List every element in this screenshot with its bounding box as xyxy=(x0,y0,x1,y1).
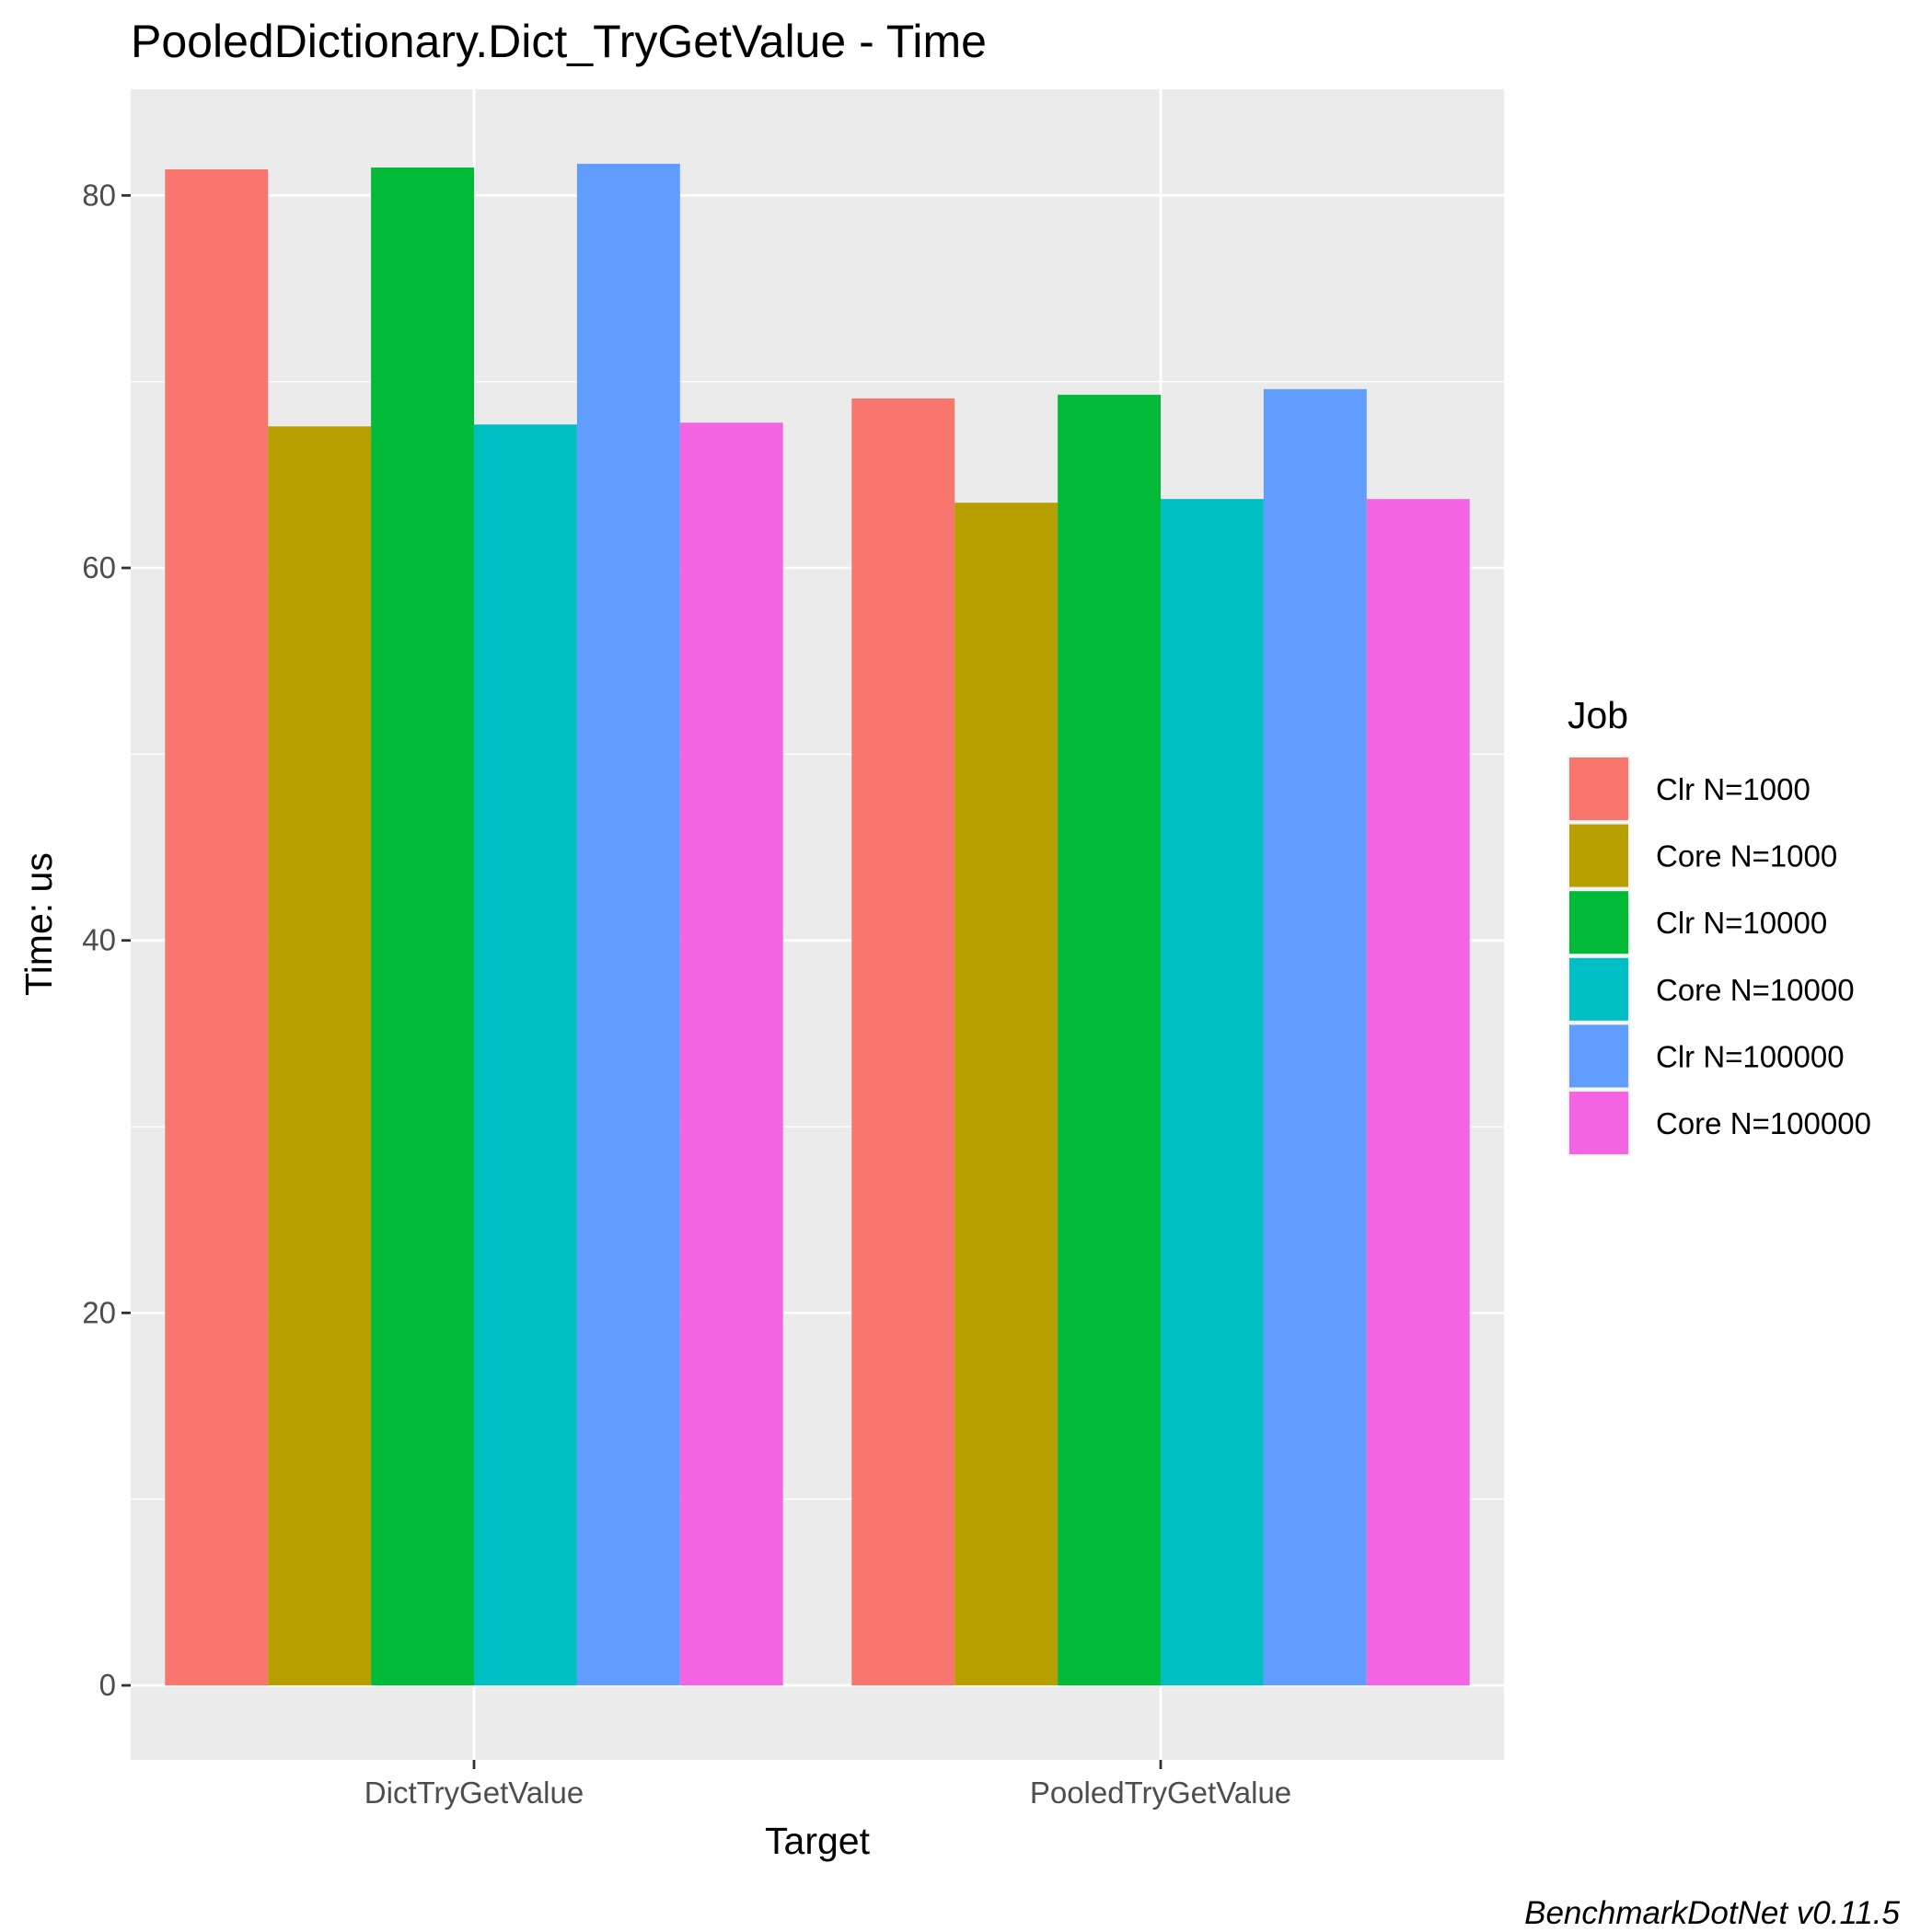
legend-swatch xyxy=(1569,1092,1628,1154)
bar xyxy=(576,163,680,1686)
bar xyxy=(268,426,372,1686)
y-tick-label: 60 xyxy=(82,550,116,584)
x-axis: DictTryGetValue PooledTryGetValue xyxy=(364,1760,1291,1810)
x-tick-label: DictTryGetValue xyxy=(364,1776,584,1810)
bar xyxy=(165,169,269,1686)
bar xyxy=(1263,388,1367,1686)
bar xyxy=(1161,499,1264,1686)
bar xyxy=(371,167,474,1686)
bar xyxy=(1058,394,1161,1686)
bar xyxy=(679,422,783,1686)
y-tick-label: 80 xyxy=(82,178,116,212)
bar xyxy=(474,424,577,1686)
x-tick-label: PooledTryGetValue xyxy=(1030,1776,1291,1810)
y-tick-label: 40 xyxy=(82,923,116,957)
legend-swatch xyxy=(1569,957,1628,1021)
bars xyxy=(165,163,1470,1686)
caption: BenchmarkDotNet v0.11.5 xyxy=(1524,1895,1900,1931)
y-axis-title: Time: us xyxy=(17,852,60,996)
legend-swatch xyxy=(1569,758,1628,820)
legend-label: Core N=1000 xyxy=(1656,839,1837,873)
bar xyxy=(1366,499,1470,1686)
legend-swatch xyxy=(1569,824,1628,887)
legend-swatch xyxy=(1569,891,1628,954)
legend-title: Job xyxy=(1568,694,1628,736)
legend-label: Clr N=100000 xyxy=(1656,1039,1845,1073)
y-tick-label: 0 xyxy=(99,1668,116,1702)
legend: Job Clr N=1000 Core N=1000 Clr N=10000 Core… xyxy=(1568,694,1871,1156)
legend-swatch xyxy=(1569,1024,1628,1088)
legend-label: Clr N=10000 xyxy=(1656,906,1827,940)
legend-label: Clr N=1000 xyxy=(1656,772,1811,806)
x-axis-title: Target xyxy=(765,1820,871,1862)
bar xyxy=(954,503,1059,1686)
y-tick-label: 20 xyxy=(82,1295,116,1329)
legend-label: Core N=10000 xyxy=(1656,973,1855,1007)
y-axis: 0 20 40 60 80 xyxy=(82,178,131,1702)
chart-title: PooledDictionary.Dict_TryGetValue - Time xyxy=(131,16,987,67)
legend-label: Core N=100000 xyxy=(1656,1106,1871,1140)
bar xyxy=(851,398,955,1686)
